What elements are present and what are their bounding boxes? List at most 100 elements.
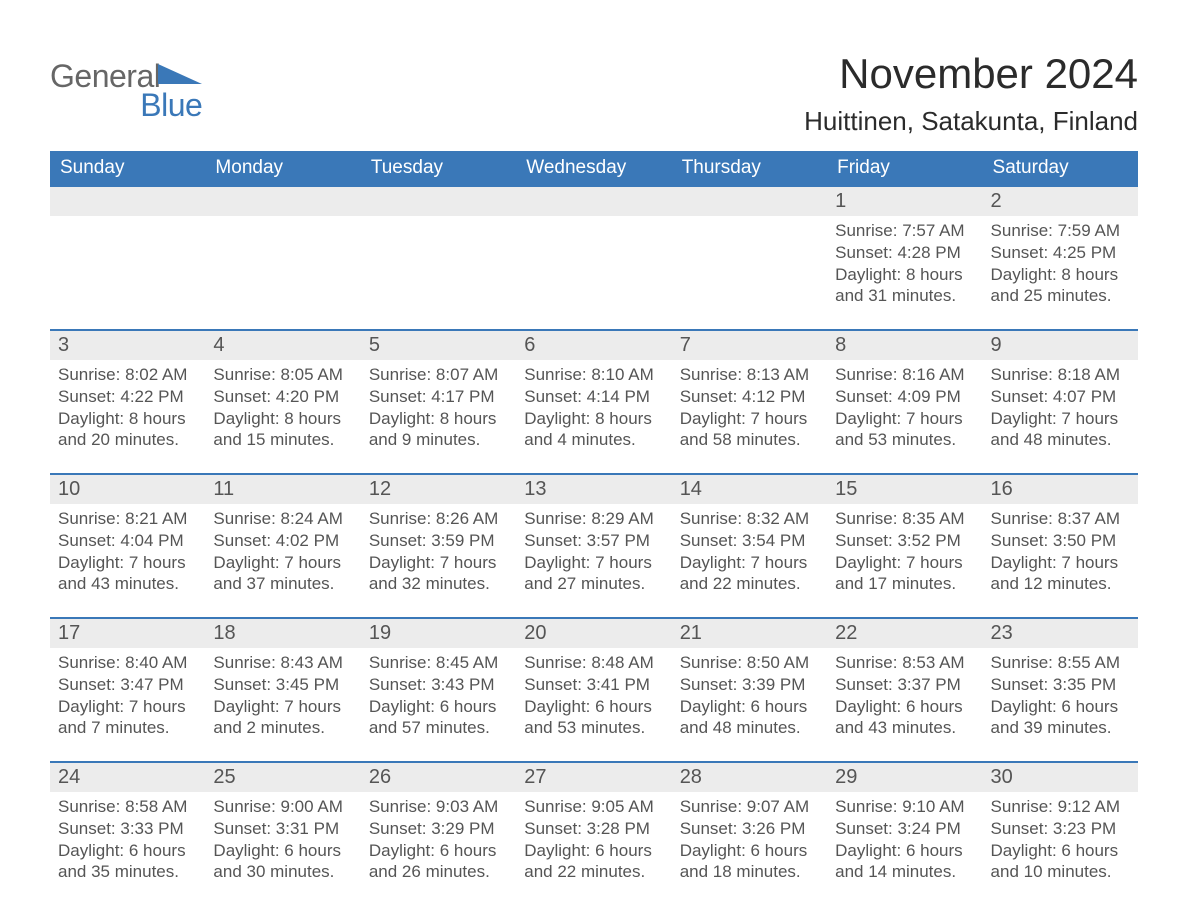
day-details: Sunrise: 8:48 AMSunset: 3:41 PMDaylight:… xyxy=(524,652,663,739)
day-details: Sunrise: 8:55 AMSunset: 3:35 PMDaylight:… xyxy=(991,652,1130,739)
logo-text: General Blue xyxy=(50,58,202,124)
calendar-day: 30 Sunrise: 9:12 AMSunset: 3:23 PMDayligh… xyxy=(983,762,1138,905)
sunset-line: Sunset: 3:59 PM xyxy=(369,530,508,552)
day-details: Sunrise: 8:26 AMSunset: 3:59 PMDaylight:… xyxy=(369,508,508,595)
day-number: 5 xyxy=(361,331,516,360)
sunset-line: Sunset: 3:57 PM xyxy=(524,530,663,552)
day-details: Sunrise: 8:16 AMSunset: 4:09 PMDaylight:… xyxy=(835,364,974,451)
sunrise-line: Sunrise: 8:24 AM xyxy=(213,508,352,530)
day-details: Sunrise: 9:10 AMSunset: 3:24 PMDaylight:… xyxy=(835,796,974,883)
calendar-day: 27Sunrise: 9:05 AMSunset: 3:28 PMDayligh… xyxy=(516,762,671,905)
sunrise-line: Sunrise: 8:32 AM xyxy=(680,508,819,530)
day-number: 3 xyxy=(50,331,205,360)
sunrise-line: Sunrise: 8:21 AM xyxy=(58,508,197,530)
sunset-line: Sunset: 4:02 PM xyxy=(213,530,352,552)
sunrise-line: Sunrise: 8:18 AM xyxy=(991,364,1130,386)
daylight-line: Daylight: 6 hours and 14 minutes. xyxy=(835,840,974,884)
daylight-line: Daylight: 8 hours and 20 minutes. xyxy=(58,408,197,452)
sunset-line: Sunset: 4:17 PM xyxy=(369,386,508,408)
calendar-empty-day xyxy=(516,186,671,330)
sunset-line: Sunset: 3:24 PM xyxy=(835,818,974,840)
column-header: Friday xyxy=(827,151,982,186)
daylight-line: Daylight: 6 hours and 48 minutes. xyxy=(680,696,819,740)
empty-day-strip xyxy=(516,187,671,216)
day-number: 10 xyxy=(50,475,205,504)
day-number: 14 xyxy=(672,475,827,504)
sunrise-line: Sunrise: 8:10 AM xyxy=(524,364,663,386)
day-number: 21 xyxy=(672,619,827,648)
day-details: Sunrise: 8:29 AMSunset: 3:57 PMDaylight:… xyxy=(524,508,663,595)
sunset-line: Sunset: 3:29 PM xyxy=(369,818,508,840)
day-number: 28 xyxy=(672,763,827,792)
daylight-line: Daylight: 7 hours and 32 minutes. xyxy=(369,552,508,596)
sunset-line: Sunset: 3:37 PM xyxy=(835,674,974,696)
daylight-line: Daylight: 7 hours and 43 minutes. xyxy=(58,552,197,596)
empty-day-strip xyxy=(361,187,516,216)
column-header: Thursday xyxy=(672,151,827,186)
day-details: Sunrise: 7:59 AMSunset: 4:25 PMDaylight:… xyxy=(991,220,1130,307)
sunrise-line: Sunrise: 8:50 AM xyxy=(680,652,819,674)
sunset-line: Sunset: 3:43 PM xyxy=(369,674,508,696)
sunrise-line: Sunrise: 8:40 AM xyxy=(58,652,197,674)
sunrise-line: Sunrise: 7:59 AM xyxy=(991,220,1130,242)
day-details: Sunrise: 8:58 AMSunset: 3:33 PMDaylight:… xyxy=(58,796,197,883)
day-number: 8 xyxy=(827,331,982,360)
daylight-line: Daylight: 6 hours and 57 minutes. xyxy=(369,696,508,740)
calendar-week: 1Sunrise: 7:57 AMSunset: 4:28 PMDaylight… xyxy=(50,186,1138,330)
day-number: 2 xyxy=(983,187,1138,216)
day-details: Sunrise: 8:53 AMSunset: 3:37 PMDaylight:… xyxy=(835,652,974,739)
sunrise-line: Sunrise: 9:05 AM xyxy=(524,796,663,818)
daylight-line: Daylight: 7 hours and 27 minutes. xyxy=(524,552,663,596)
sunset-line: Sunset: 3:47 PM xyxy=(58,674,197,696)
sunset-line: Sunset: 3:45 PM xyxy=(213,674,352,696)
day-details: Sunrise: 8:43 AMSunset: 3:45 PMDaylight:… xyxy=(213,652,352,739)
calendar-day: 12Sunrise: 8:26 AMSunset: 3:59 PMDayligh… xyxy=(361,474,516,618)
day-number: 11 xyxy=(205,475,360,504)
sunrise-line: Sunrise: 9:07 AM xyxy=(680,796,819,818)
column-header: Saturday xyxy=(983,151,1138,186)
sunset-line: Sunset: 3:28 PM xyxy=(524,818,663,840)
day-details: Sunrise: 8:18 AMSunset: 4:07 PMDaylight:… xyxy=(991,364,1130,451)
day-number: 30 xyxy=(983,763,1138,792)
sunrise-line: Sunrise: 9:10 AM xyxy=(835,796,974,818)
header: General Blue November 2024 Huittinen, Sa… xyxy=(50,40,1138,151)
empty-day-strip xyxy=(672,187,827,216)
calendar-day: 7Sunrise: 8:13 AMSunset: 4:12 PMDaylight… xyxy=(672,330,827,474)
calendar-day: 6 Sunrise: 8:10 AMSunset: 4:14 PMDaylight… xyxy=(516,330,671,474)
sunset-line: Sunset: 3:39 PM xyxy=(680,674,819,696)
day-number: 6 xyxy=(516,331,671,360)
daylight-line: Daylight: 7 hours and 48 minutes. xyxy=(991,408,1130,452)
day-number: 7 xyxy=(672,331,827,360)
day-number: 23 xyxy=(983,619,1138,648)
daylight-line: Daylight: 8 hours and 4 minutes. xyxy=(524,408,663,452)
sunrise-line: Sunrise: 8:35 AM xyxy=(835,508,974,530)
daylight-line: Daylight: 6 hours and 26 minutes. xyxy=(369,840,508,884)
calendar-day: 5Sunrise: 8:07 AMSunset: 4:17 PMDaylight… xyxy=(361,330,516,474)
sunset-line: Sunset: 4:28 PM xyxy=(835,242,974,264)
daylight-line: Daylight: 8 hours and 15 minutes. xyxy=(213,408,352,452)
daylight-line: Daylight: 6 hours and 53 minutes. xyxy=(524,696,663,740)
day-number: 15 xyxy=(827,475,982,504)
daylight-line: Daylight: 7 hours and 53 minutes. xyxy=(835,408,974,452)
sunset-line: Sunset: 3:33 PM xyxy=(58,818,197,840)
day-number: 19 xyxy=(361,619,516,648)
calendar-day: 13Sunrise: 8:29 AMSunset: 3:57 PMDayligh… xyxy=(516,474,671,618)
daylight-line: Daylight: 7 hours and 12 minutes. xyxy=(991,552,1130,596)
day-details: Sunrise: 8:10 AMSunset: 4:14 PMDaylight:… xyxy=(524,364,663,451)
day-details: Sunrise: 9:05 AMSunset: 3:28 PMDaylight:… xyxy=(524,796,663,883)
day-details: Sunrise: 9:12 AMSunset: 3:23 PMDaylight:… xyxy=(991,796,1130,883)
calendar-day: 24Sunrise: 8:58 AMSunset: 3:33 PMDayligh… xyxy=(50,762,205,905)
day-details: Sunrise: 9:03 AMSunset: 3:29 PMDaylight:… xyxy=(369,796,508,883)
sunrise-line: Sunrise: 9:03 AM xyxy=(369,796,508,818)
sunrise-line: Sunrise: 9:12 AM xyxy=(991,796,1130,818)
daylight-line: Daylight: 6 hours and 18 minutes. xyxy=(680,840,819,884)
calendar-day: 18Sunrise: 8:43 AMSunset: 3:45 PMDayligh… xyxy=(205,618,360,762)
calendar-header-row: SundayMondayTuesdayWednesdayThursdayFrid… xyxy=(50,151,1138,186)
calendar-day: 25Sunrise: 9:00 AMSunset: 3:31 PMDayligh… xyxy=(205,762,360,905)
column-header: Sunday xyxy=(50,151,205,186)
calendar-day: 11Sunrise: 8:24 AMSunset: 4:02 PMDayligh… xyxy=(205,474,360,618)
sunrise-line: Sunrise: 8:26 AM xyxy=(369,508,508,530)
sunrise-line: Sunrise: 8:05 AM xyxy=(213,364,352,386)
sunrise-line: Sunrise: 7:57 AM xyxy=(835,220,974,242)
day-details: Sunrise: 8:02 AMSunset: 4:22 PMDaylight:… xyxy=(58,364,197,451)
